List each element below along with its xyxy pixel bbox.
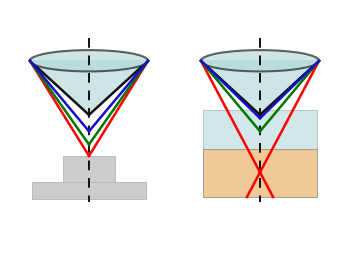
Polygon shape [201, 61, 319, 115]
Ellipse shape [201, 50, 319, 71]
Ellipse shape [30, 50, 148, 71]
Bar [63, 156, 115, 182]
Bar [31, 182, 147, 199]
Bar [202, 149, 318, 197]
Polygon shape [30, 61, 148, 115]
Bar [202, 110, 318, 149]
